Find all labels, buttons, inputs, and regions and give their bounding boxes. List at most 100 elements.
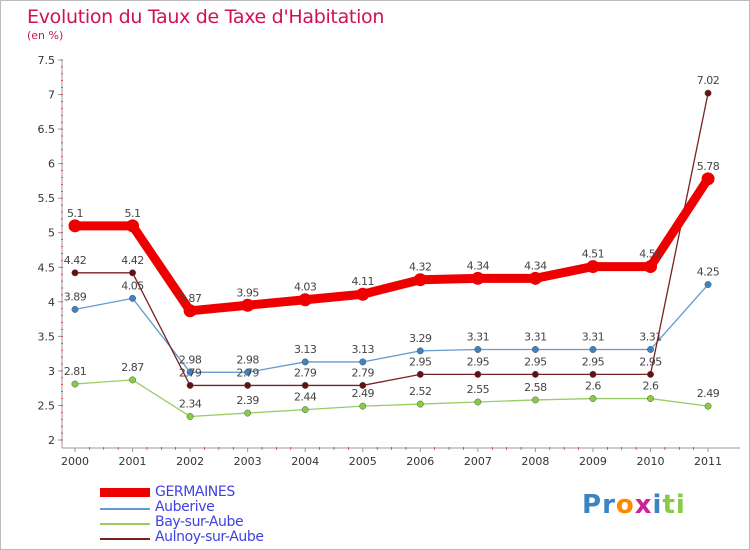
x-tick-label: 2004 (291, 455, 319, 468)
data-label-bay-sur-aube: 2.52 (409, 385, 432, 398)
data-label-germaines: 4.11 (352, 275, 375, 288)
data-point-auberive (301, 358, 309, 366)
data-point-bay-sur-aube (647, 395, 654, 402)
data-label-germaines: 4.34 (467, 259, 490, 272)
x-tick-label: 2005 (349, 455, 377, 468)
y-tick-label: 3.5 (38, 330, 56, 343)
y-tick-label: 6.5 (38, 123, 56, 136)
data-point-aulnoy-sur-aube (71, 269, 79, 277)
data-point-germaines (183, 304, 197, 318)
data-label-germaines: 4.51 (582, 248, 605, 261)
legend-label-aulnoy-sur-aube: Aulnoy-sur-Aube (155, 529, 264, 545)
data-point-aulnoy-sur-aube (359, 381, 367, 389)
x-tick-label: 2003 (234, 455, 262, 468)
data-point-bay-sur-aube (416, 400, 424, 408)
data-point-germaines (298, 293, 312, 307)
data-point-bay-sur-aube (71, 380, 79, 388)
data-label-aulnoy-sur-aube: 2.95 (524, 355, 547, 368)
data-label-aulnoy-sur-aube: 2.95 (409, 355, 432, 368)
legend-label-bay-sur-aube: Bay-sur-Aube (155, 514, 244, 530)
series-line-germaines (70, 174, 713, 316)
data-label-bay-sur-aube: 2.81 (64, 365, 87, 378)
data-point-auberive (474, 346, 482, 353)
logo-letter: i (675, 490, 686, 520)
data-label-germaines: 4.03 (294, 281, 317, 294)
data-label-bay-sur-aube: 2.49 (352, 387, 375, 400)
data-point-bay-sur-aube (129, 376, 137, 384)
logo-letter: o (615, 490, 635, 520)
data-label-auberive: 3.31 (467, 330, 490, 343)
y-tick-label: 4 (48, 296, 55, 309)
data-point-auberive (244, 368, 252, 376)
data-label-bay-sur-aube: 2.58 (524, 381, 547, 394)
data-label-aulnoy-sur-aube: 2.95 (467, 355, 490, 368)
series-line-auberive (74, 284, 709, 373)
x-tick-label: 2006 (406, 455, 434, 468)
chart-title: Evolution du Taux de Taxe d'Habitation (27, 6, 385, 28)
data-point-germaines (471, 271, 485, 285)
data-point-auberive (71, 305, 79, 313)
legend-swatch-aulnoy-sur-aube (100, 538, 150, 540)
data-point-bay-sur-aube (589, 395, 597, 402)
data-point-germaines (356, 287, 370, 301)
data-label-bay-sur-aube: 2.39 (236, 394, 259, 407)
logo-letter: t (662, 490, 676, 520)
logo-letter: r (602, 490, 616, 520)
data-label-germaines: 3.87 (179, 292, 202, 305)
data-label-aulnoy-sur-aube: 4.42 (121, 254, 144, 267)
data-point-aulnoy-sur-aube (416, 370, 424, 378)
y-tick-label: 7 (48, 89, 55, 102)
data-point-auberive (129, 294, 137, 302)
data-point-bay-sur-aube (359, 402, 367, 410)
data-point-bay-sur-aube (704, 402, 712, 410)
x-tick-label: 2011 (694, 455, 722, 468)
data-point-bay-sur-aube (531, 396, 539, 404)
data-label-aulnoy-sur-aube: 4.42 (64, 254, 87, 267)
data-label-auberive: 3.89 (64, 290, 87, 303)
data-label-bay-sur-aube: 2.6 (585, 380, 601, 393)
series-line-aulnoy-sur-aube (75, 93, 709, 387)
y-tick-label: 2.5 (38, 399, 56, 412)
proxiti-logo: Proxiti (582, 490, 686, 520)
data-point-aulnoy-sur-aube (704, 89, 712, 97)
data-label-bay-sur-aube: 2.49 (697, 387, 720, 400)
data-point-aulnoy-sur-aube (301, 381, 309, 389)
data-point-germaines (413, 273, 427, 287)
data-label-auberive: 3.31 (524, 330, 547, 343)
legend-swatch-germaines (100, 488, 150, 497)
data-label-germaines: 5.1 (125, 207, 141, 220)
y-tick-label: 5 (48, 227, 55, 240)
legend-swatch-auberive (100, 508, 150, 510)
x-tick-label: 2009 (579, 455, 607, 468)
data-point-auberive (531, 346, 539, 353)
data-label-aulnoy-sur-aube: 2.79 (352, 366, 375, 379)
data-point-germaines (126, 219, 140, 233)
data-label-bay-sur-aube: 2.87 (121, 361, 144, 374)
data-point-auberive (704, 281, 712, 288)
data-point-aulnoy-sur-aube (244, 381, 252, 389)
data-label-germaines: 4.51 (639, 248, 662, 261)
legend-label-germaines: GERMAINES (155, 484, 235, 500)
data-point-aulnoy-sur-aube (129, 269, 137, 277)
data-point-germaines (528, 271, 542, 285)
y-tick-label: 4.5 (38, 261, 56, 274)
x-tick-label: 2007 (464, 455, 492, 468)
legend-label-auberive: Auberive (155, 499, 215, 515)
data-point-aulnoy-sur-aube (186, 381, 194, 389)
y-tick-label: 5.5 (38, 192, 56, 205)
data-label-germaines: 4.34 (524, 259, 547, 272)
x-tick-label: 2008 (521, 455, 549, 468)
legend-swatch-bay-sur-aube (100, 523, 150, 525)
data-point-germaines (644, 260, 657, 274)
data-point-germaines (701, 172, 715, 186)
data-label-bay-sur-aube: 2.55 (467, 383, 490, 396)
data-point-aulnoy-sur-aube (474, 370, 482, 378)
x-tick-label: 2001 (119, 455, 147, 468)
y-tick-label: 2 (48, 434, 55, 447)
data-label-germaines: 3.95 (236, 286, 259, 299)
data-label-aulnoy-sur-aube: 2.79 (294, 366, 317, 379)
data-point-auberive (589, 346, 597, 353)
logo-letter: i (652, 490, 663, 520)
data-point-bay-sur-aube (244, 409, 252, 417)
